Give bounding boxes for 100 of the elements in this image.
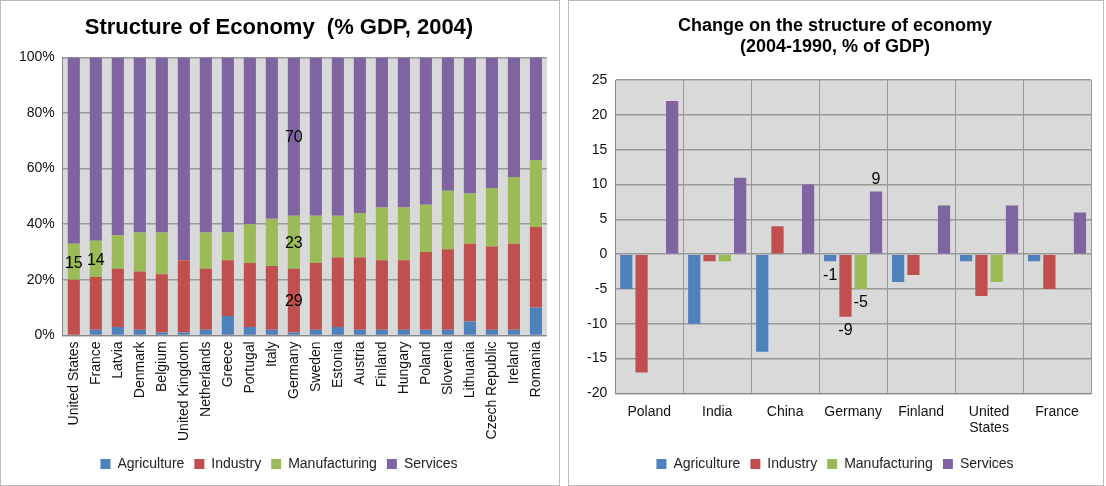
bar — [331, 215, 344, 258]
bar — [869, 191, 883, 254]
x-tick-label: Slovenia — [438, 341, 455, 396]
bar — [243, 224, 256, 264]
y-tick-label: 20 — [591, 105, 608, 122]
x-tick-label: Belgium — [152, 341, 169, 392]
bar — [824, 254, 837, 262]
bar — [177, 332, 190, 335]
bar — [397, 207, 410, 261]
bar — [221, 315, 234, 335]
bar — [199, 57, 212, 233]
bar — [353, 257, 366, 330]
legend-label: Manufacturing — [288, 454, 377, 471]
bar — [463, 243, 476, 322]
bar — [771, 226, 784, 254]
bar — [375, 329, 388, 335]
bar — [756, 254, 769, 352]
x-tick-label: Sweden — [306, 341, 323, 392]
x-tick-label: Finland — [372, 341, 389, 388]
bar — [331, 57, 344, 216]
bar — [397, 329, 410, 335]
bar — [243, 57, 256, 225]
bar — [892, 254, 905, 283]
y-tick-label: -15 — [587, 349, 608, 366]
x-tick-label: Greece — [218, 341, 235, 388]
x-tick-label: Ireland — [504, 341, 521, 385]
bar — [529, 57, 542, 161]
data-label: 9 — [871, 169, 881, 187]
y-tick-label: 60% — [26, 159, 55, 176]
x-tick-label: Hungary — [394, 341, 411, 395]
y-tick-label: -10 — [587, 314, 608, 331]
bar — [463, 193, 476, 244]
bar — [397, 57, 410, 208]
bar — [734, 177, 747, 254]
bar — [155, 57, 168, 233]
bar — [419, 329, 432, 335]
bar — [485, 329, 498, 335]
bar — [177, 260, 190, 333]
bar — [111, 57, 124, 236]
y-tick-label: 5 — [599, 210, 608, 227]
y-tick-label: 10 — [591, 175, 608, 192]
legend-label: Services — [403, 454, 458, 471]
bar — [133, 271, 146, 330]
bar — [309, 57, 322, 216]
bar — [177, 57, 190, 261]
bar — [221, 260, 234, 316]
data-label: -9 — [838, 321, 853, 339]
y-tick-label: 0 — [599, 245, 608, 262]
bar — [666, 101, 679, 254]
bar — [221, 57, 234, 233]
legend-label: Industry — [211, 454, 262, 471]
bar — [485, 188, 498, 247]
bar — [111, 235, 124, 269]
bar — [243, 327, 256, 335]
bar — [265, 329, 278, 335]
bar — [703, 254, 716, 262]
legend-label: Agriculture — [117, 454, 185, 471]
bar — [133, 57, 146, 233]
bar — [801, 184, 815, 254]
y-tick-label: 40% — [26, 215, 55, 232]
legend-label: Services — [959, 454, 1014, 471]
bar — [265, 218, 278, 266]
x-tick-label: Netherlands — [196, 341, 213, 417]
chart-title: Structure of Economy (% GDP, 2004) — [84, 14, 474, 40]
chart-title: Change on the structure of economy (2004-1990, % of GDP) — [677, 14, 993, 57]
x-tick-label: Poland — [627, 402, 672, 419]
bar — [463, 321, 476, 335]
bar — [287, 332, 300, 335]
x-tick-label: France — [1035, 402, 1080, 419]
bar — [375, 57, 388, 208]
bar — [1027, 254, 1041, 262]
bar — [441, 190, 454, 250]
bar — [1005, 205, 1019, 254]
bar — [960, 254, 973, 262]
data-label: -1 — [823, 265, 838, 283]
bar — [265, 265, 278, 330]
x-tick-label: Lithuania — [460, 341, 477, 399]
bar — [507, 329, 520, 335]
x-tick-label: Italy — [262, 341, 279, 368]
legend-label: Manufacturing — [844, 454, 933, 471]
bar — [635, 254, 648, 373]
bar — [221, 232, 234, 261]
x-tick-label: Czech Republic — [482, 341, 499, 440]
y-tick-label: 0% — [34, 326, 55, 343]
y-tick-label: 100% — [18, 48, 55, 65]
bar — [507, 57, 520, 177]
bar — [1043, 254, 1056, 289]
bar — [309, 329, 322, 335]
bar — [507, 176, 520, 244]
y-tick-label: -20 — [587, 384, 608, 401]
bar — [688, 254, 701, 324]
bar — [441, 329, 454, 335]
bar — [353, 329, 366, 335]
bar — [419, 251, 432, 330]
bar — [507, 243, 520, 330]
bar — [441, 249, 454, 330]
bar — [419, 204, 432, 252]
bar — [331, 257, 344, 328]
bar — [155, 274, 168, 333]
bar — [133, 329, 146, 335]
